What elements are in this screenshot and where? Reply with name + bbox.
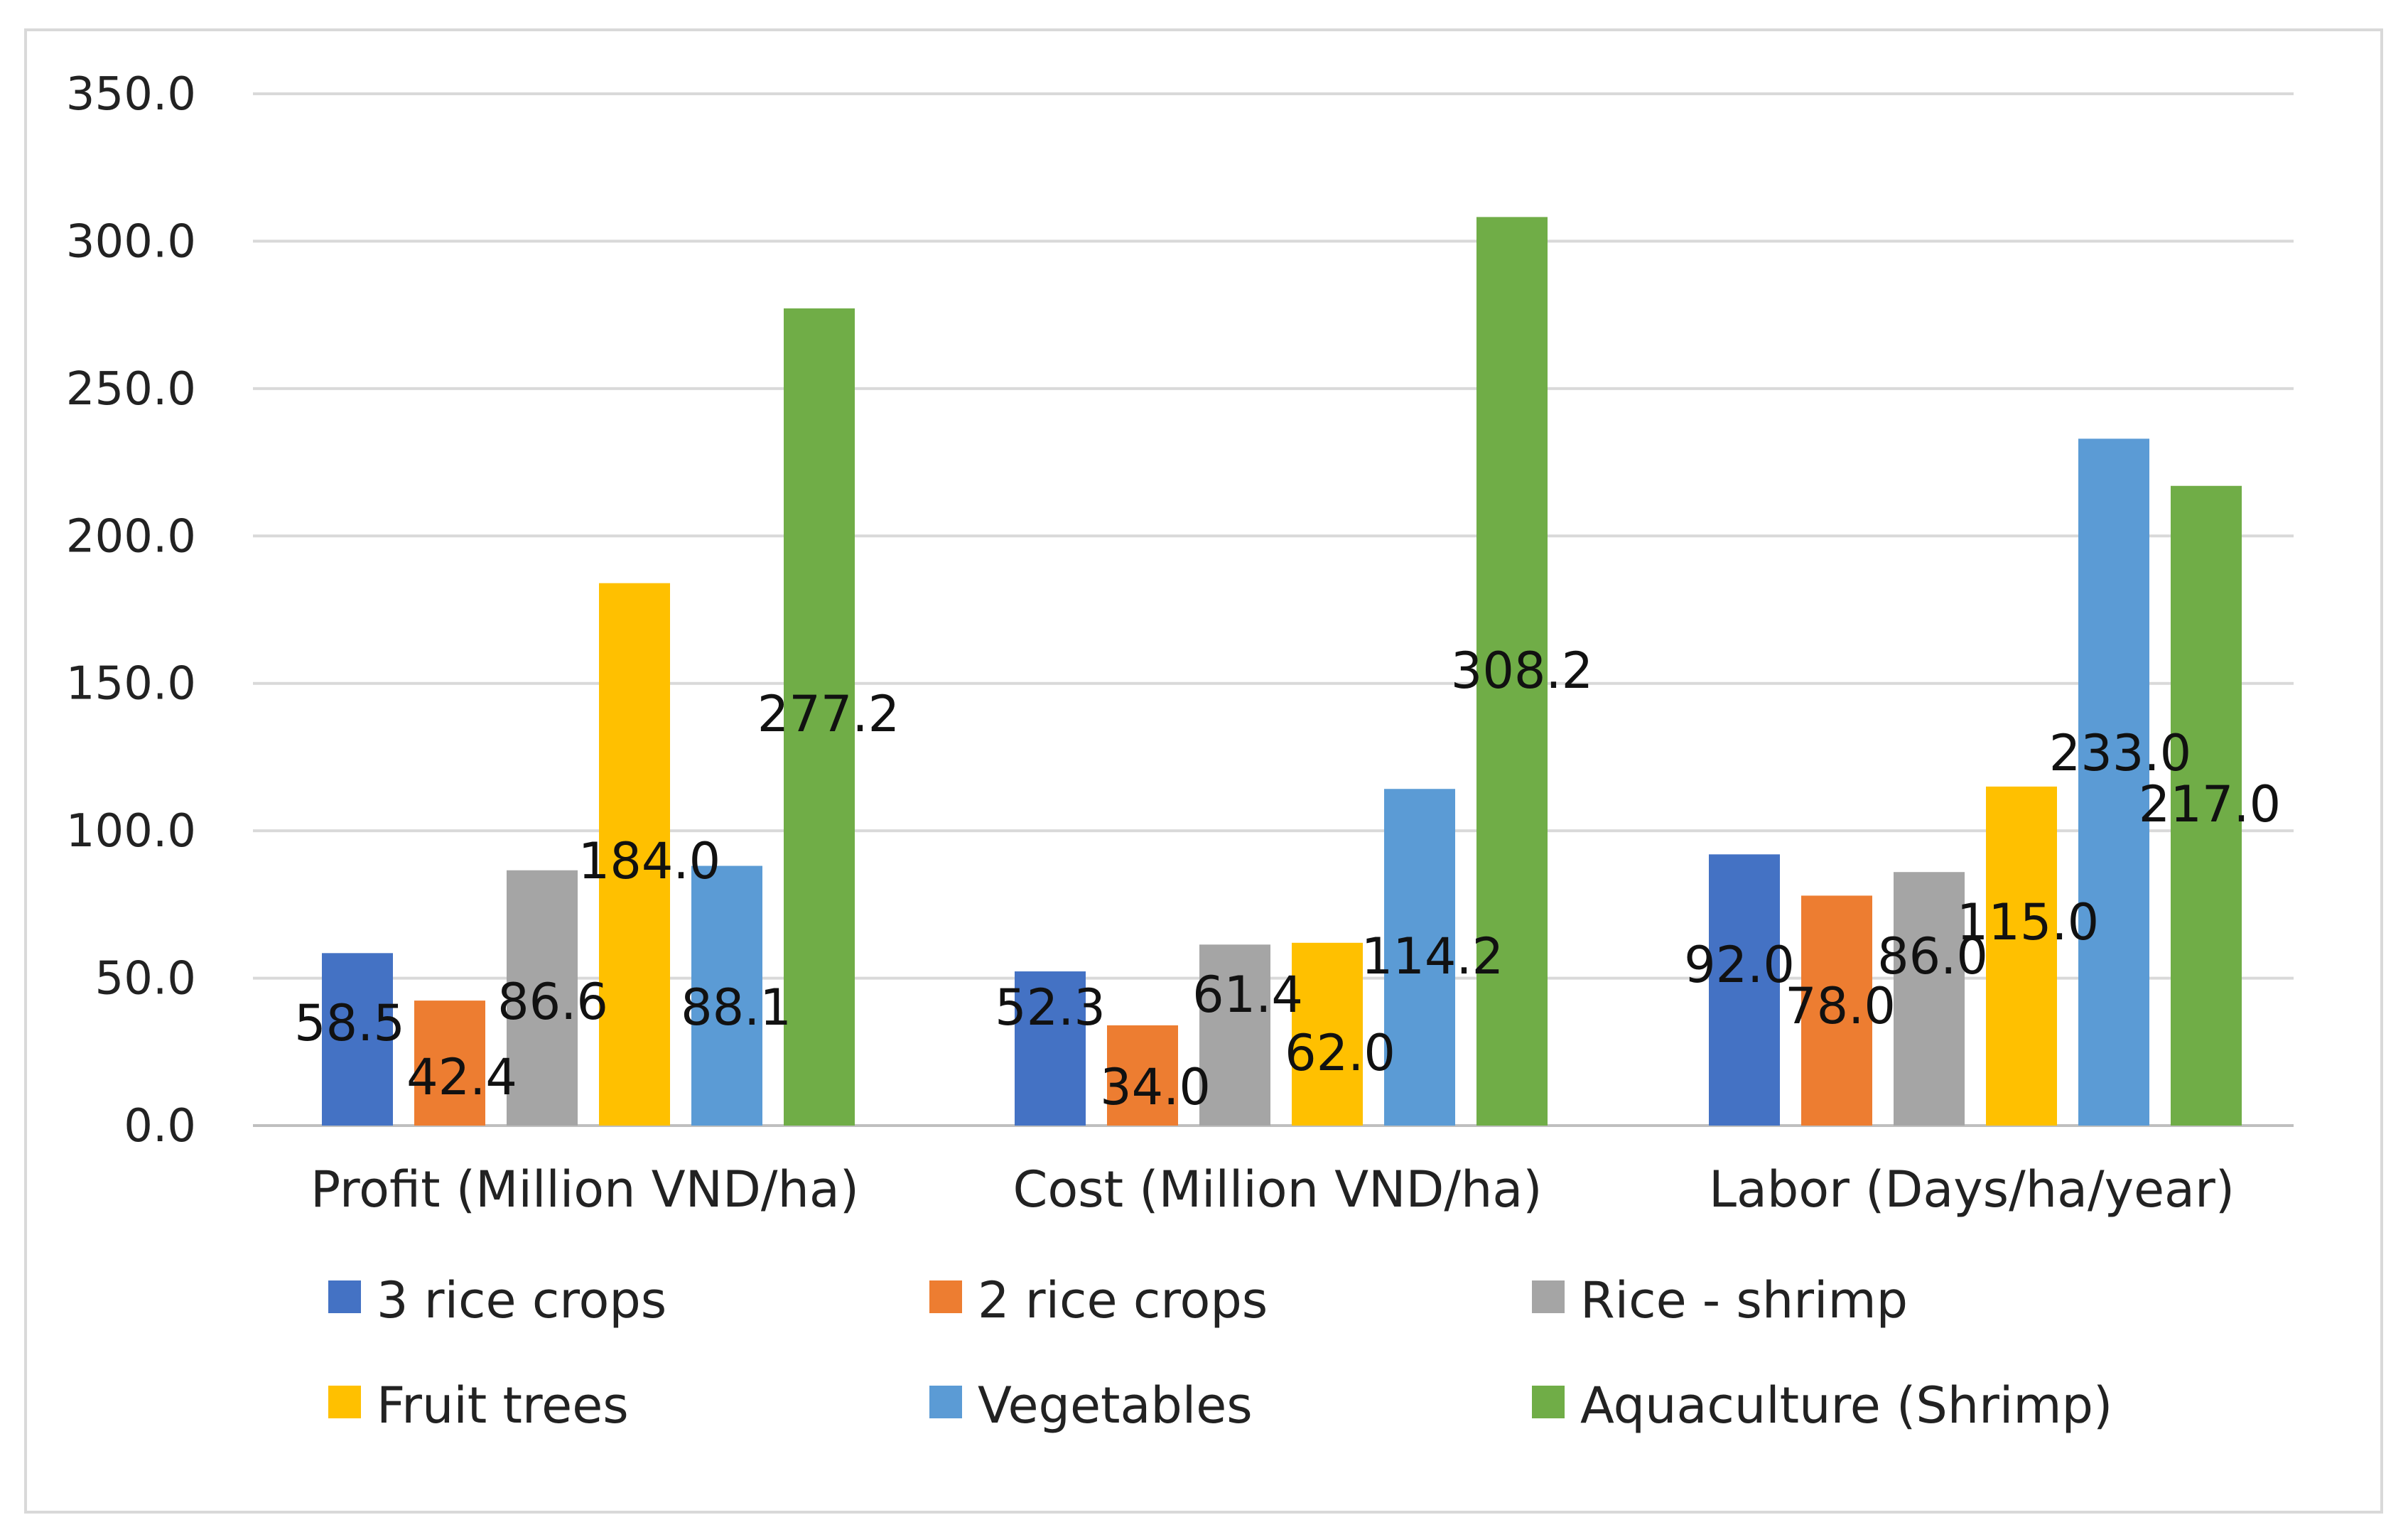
bar xyxy=(1015,971,1086,1126)
legend-label: 3 rice crops xyxy=(377,1271,666,1330)
bars xyxy=(322,217,2242,1126)
legend-swatch xyxy=(328,1280,361,1313)
legend-label: Fruit trees xyxy=(377,1376,629,1435)
data-label: 61.4 xyxy=(1192,966,1303,1024)
data-label: 42.4 xyxy=(406,1048,517,1106)
bar xyxy=(691,865,762,1126)
bar xyxy=(1709,854,1780,1126)
y-tick-label: 100.0 xyxy=(66,805,196,858)
data-label: 115.0 xyxy=(1957,893,2099,951)
bar xyxy=(1801,895,1872,1126)
x-axis-categories: Profit (Million VND/ha) Cost (Million VND… xyxy=(311,1160,2235,1219)
data-label: 233.0 xyxy=(2049,724,2191,782)
bar xyxy=(1107,1025,1178,1126)
legend-label: Aquaculture (Shrimp) xyxy=(1580,1376,2112,1435)
data-label: 78.0 xyxy=(1785,977,1896,1035)
bar xyxy=(1384,789,1455,1126)
category-label: Cost (Million VND/ha) xyxy=(1013,1160,1542,1219)
bar xyxy=(599,583,670,1126)
legend-swatch xyxy=(929,1386,962,1418)
data-label: 52.3 xyxy=(995,978,1106,1037)
bar xyxy=(414,1001,485,1126)
y-axis-ticks: 0.0 50.0 100.0 150.0 200.0 250.0 300.0 350.0 xyxy=(66,68,196,1153)
y-tick-label: 250.0 xyxy=(66,363,196,416)
bar xyxy=(2078,438,2149,1126)
category-label: Profit (Million VND/ha) xyxy=(311,1160,859,1219)
category-label: Labor (Days/ha/year) xyxy=(1709,1160,2235,1219)
y-tick-label: 150.0 xyxy=(66,658,196,711)
chart-frame: 0.0 50.0 100.0 150.0 200.0 250.0 300.0 350.0 58… xyxy=(24,28,2383,1514)
bar xyxy=(1199,944,1270,1126)
y-tick-label: 200.0 xyxy=(66,510,196,563)
data-label: 34.0 xyxy=(1100,1058,1211,1116)
bar xyxy=(784,308,855,1126)
bar xyxy=(1476,217,1548,1126)
y-tick-label: 350.0 xyxy=(66,68,196,121)
data-label: 308.2 xyxy=(1451,642,1593,700)
data-label: 92.0 xyxy=(1684,936,1795,994)
data-label: 86.0 xyxy=(1877,927,1988,986)
legend-swatch xyxy=(328,1386,361,1418)
gridlines xyxy=(253,92,2294,1127)
bar xyxy=(2171,485,2242,1126)
data-label: 277.2 xyxy=(757,685,900,743)
y-tick-label: 300.0 xyxy=(66,215,196,268)
y-tick-label: 50.0 xyxy=(95,953,197,1005)
data-label: 88.1 xyxy=(681,978,792,1037)
bar xyxy=(322,953,393,1126)
legend: 3 rice crops 2 rice crops Rice - shrimp Fru… xyxy=(328,1271,2112,1435)
data-label: 114.2 xyxy=(1361,927,1503,986)
data-label: 62.0 xyxy=(1285,1024,1395,1082)
y-tick-label: 0.0 xyxy=(124,1100,196,1153)
data-label: 217.0 xyxy=(2139,775,2281,834)
bar-chart: 0.0 50.0 100.0 150.0 200.0 250.0 300.0 350.0 58… xyxy=(66,68,2294,1435)
bar xyxy=(1986,786,2057,1126)
bar xyxy=(507,870,578,1126)
bar xyxy=(1894,872,1965,1126)
legend-swatch xyxy=(1532,1280,1565,1313)
bar xyxy=(1292,942,1363,1126)
legend-label: Rice - shrimp xyxy=(1580,1271,1908,1330)
legend-label: 2 rice crops xyxy=(978,1271,1268,1330)
legend-swatch xyxy=(929,1280,962,1313)
data-label: 58.5 xyxy=(294,994,405,1052)
data-label: 184.0 xyxy=(578,832,720,890)
data-labels: 58.5 52.3 92.0 42.4 34.0 78.0 86.6 61.4 86.0 184.… xyxy=(294,642,2281,1116)
legend-swatch xyxy=(1532,1386,1565,1418)
data-label: 86.6 xyxy=(497,973,608,1031)
legend-label: Vegetables xyxy=(978,1376,1253,1435)
